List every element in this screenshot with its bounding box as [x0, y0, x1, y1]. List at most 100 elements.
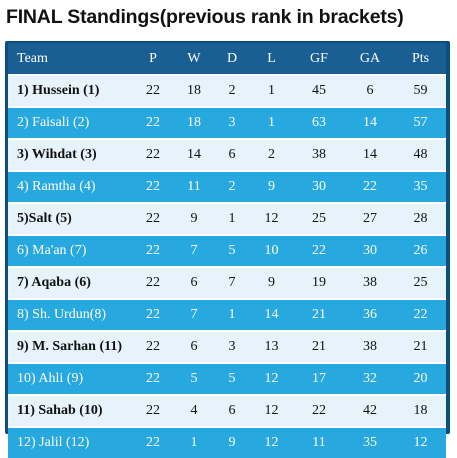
team-cell: 8) Sh. Urdun(8): [17, 307, 107, 322]
played-cell: 22: [146, 435, 160, 450]
goals-for-cell: 17: [312, 371, 326, 386]
team-cell: 2) Faisali (2): [17, 115, 90, 130]
goals-against-cell: 30: [363, 243, 377, 258]
drawn-cell: 6: [228, 147, 236, 162]
played-cell: 22: [146, 403, 160, 418]
lost-cell: 12: [264, 371, 279, 386]
goals-for-cell: 11: [312, 435, 326, 450]
drawn-cell: 9: [228, 435, 236, 450]
column-header-goals-for: GF: [293, 43, 345, 75]
lost-cell: 9: [268, 179, 275, 194]
goals-against-cell: 35: [363, 435, 377, 450]
column-header-lost: L: [250, 43, 293, 75]
points-cell: 20: [413, 371, 428, 386]
team-cell: 3) Wihdat (3): [17, 147, 97, 162]
played-cell: 22: [146, 243, 160, 258]
lost-cell: 1: [268, 83, 275, 98]
lost-cell: 14: [264, 307, 279, 322]
lost-cell: 13: [264, 339, 279, 354]
table-header-row: Team P W D L GF GA Pts: [8, 43, 446, 75]
won-cell: 18: [187, 115, 201, 130]
goals-for-cell: 30: [312, 179, 326, 194]
points-cell: 22: [413, 307, 428, 322]
won-cell: 11: [187, 179, 201, 194]
drawn-cell: 5: [228, 371, 236, 386]
won-cell: 4: [190, 403, 198, 418]
played-cell: 22: [146, 115, 160, 130]
column-header-played: P: [132, 43, 174, 75]
drawn-cell: 6: [228, 403, 236, 418]
standings-body: 1) Hussein (1) 22 18 2 1 45 6 59 2) Faisali (2) 2…: [8, 75, 446, 458]
won-cell: 14: [187, 147, 201, 162]
points-cell: 35: [413, 179, 428, 194]
goals-against-cell: 38: [363, 275, 377, 290]
table-row: 3) Wihdat (3) 22 14 6 2 38 14 48: [8, 139, 446, 171]
goals-against-cell: 14: [363, 115, 377, 130]
goals-for-cell: 38: [312, 147, 326, 162]
goals-against-cell: 6: [366, 83, 374, 98]
lost-cell: 12: [264, 211, 279, 226]
column-header-drawn: D: [214, 43, 250, 75]
played-cell: 22: [146, 307, 160, 322]
won-cell: 7: [190, 307, 198, 322]
team-cell: 5)Salt (5): [17, 211, 72, 226]
column-header-points: Pts: [395, 43, 446, 75]
table-row: 11) Sahab (10) 22 4 6 12 22 42 18: [8, 395, 446, 427]
table-frame: [5, 41, 450, 434]
points-cell: 21: [413, 339, 428, 354]
points-cell: 59: [413, 83, 428, 98]
lost-cell: 1: [268, 115, 275, 130]
goals-against-cell: 36: [363, 307, 377, 322]
goals-for-cell: 22: [312, 243, 326, 258]
goals-for-cell: 22: [312, 403, 326, 418]
played-cell: 22: [146, 179, 160, 194]
goals-against-cell: 14: [363, 147, 377, 162]
drawn-cell: 2: [228, 83, 236, 98]
goals-against-cell: 38: [363, 339, 377, 354]
goals-for-cell: 21: [312, 339, 326, 354]
goals-against-cell: 42: [363, 403, 377, 418]
drawn-cell: 2: [228, 179, 236, 194]
table-row: 6) Ma'an (7) 22 7 5 10 22 30 26: [8, 235, 446, 267]
drawn-cell: 1: [228, 211, 236, 226]
goals-for-cell: 25: [312, 211, 326, 226]
table-row: 7) Aqaba (6) 22 6 7 9 19 38 25: [8, 267, 446, 299]
played-cell: 22: [146, 147, 160, 162]
points-cell: 28: [413, 211, 428, 226]
table-row: 8) Sh. Urdun(8) 22 7 1 14 21 36 22: [8, 299, 446, 331]
drawn-cell: 3: [228, 115, 236, 130]
table-row: 4) Ramtha (4) 22 11 2 9 30 22 35: [8, 171, 446, 203]
goals-for-cell: 19: [312, 275, 326, 290]
team-cell: 1) Hussein (1): [17, 83, 100, 98]
lost-cell: 12: [264, 403, 279, 418]
page-title: FINAL Standings(previous rank in bracket…: [6, 6, 404, 28]
won-cell: 6: [190, 339, 198, 354]
column-header-won: W: [174, 43, 214, 75]
points-cell: 57: [413, 115, 428, 130]
table-row: 10) Ahli (9) 22 5 5 12 17 32 20: [8, 363, 446, 395]
played-cell: 22: [146, 275, 160, 290]
column-header-team: Team: [8, 43, 132, 75]
points-cell: 12: [413, 435, 428, 450]
standings-table: Team P W D L GF GA Pts 1) Hussein (1) 22 1…: [8, 43, 446, 458]
lost-cell: 12: [264, 435, 279, 450]
won-cell: 6: [190, 275, 198, 290]
played-cell: 22: [146, 371, 160, 386]
drawn-cell: 5: [228, 243, 236, 258]
table-row: 1) Hussein (1) 22 18 2 1 45 6 59: [8, 75, 446, 107]
team-cell: 11) Sahab (10): [17, 403, 103, 418]
lost-cell: 10: [264, 243, 279, 258]
points-cell: 18: [413, 403, 428, 418]
team-cell: 10) Ahli (9): [17, 371, 84, 386]
played-cell: 22: [146, 83, 160, 98]
lost-cell: 2: [268, 147, 275, 162]
table-row: 12) Jalil (12) 22 1 9 12 11 35 12: [8, 427, 446, 458]
table-row: 5)Salt (5) 22 9 1 12 25 27 28: [8, 203, 446, 235]
team-cell: 9) M. Sarhan (11): [17, 339, 122, 354]
column-header-goals-against: GA: [345, 43, 395, 75]
points-cell: 26: [413, 243, 428, 258]
goals-against-cell: 27: [363, 211, 377, 226]
team-cell: 12) Jalil (12): [17, 435, 90, 450]
team-cell: 4) Ramtha (4): [17, 179, 96, 194]
won-cell: 7: [190, 243, 198, 258]
